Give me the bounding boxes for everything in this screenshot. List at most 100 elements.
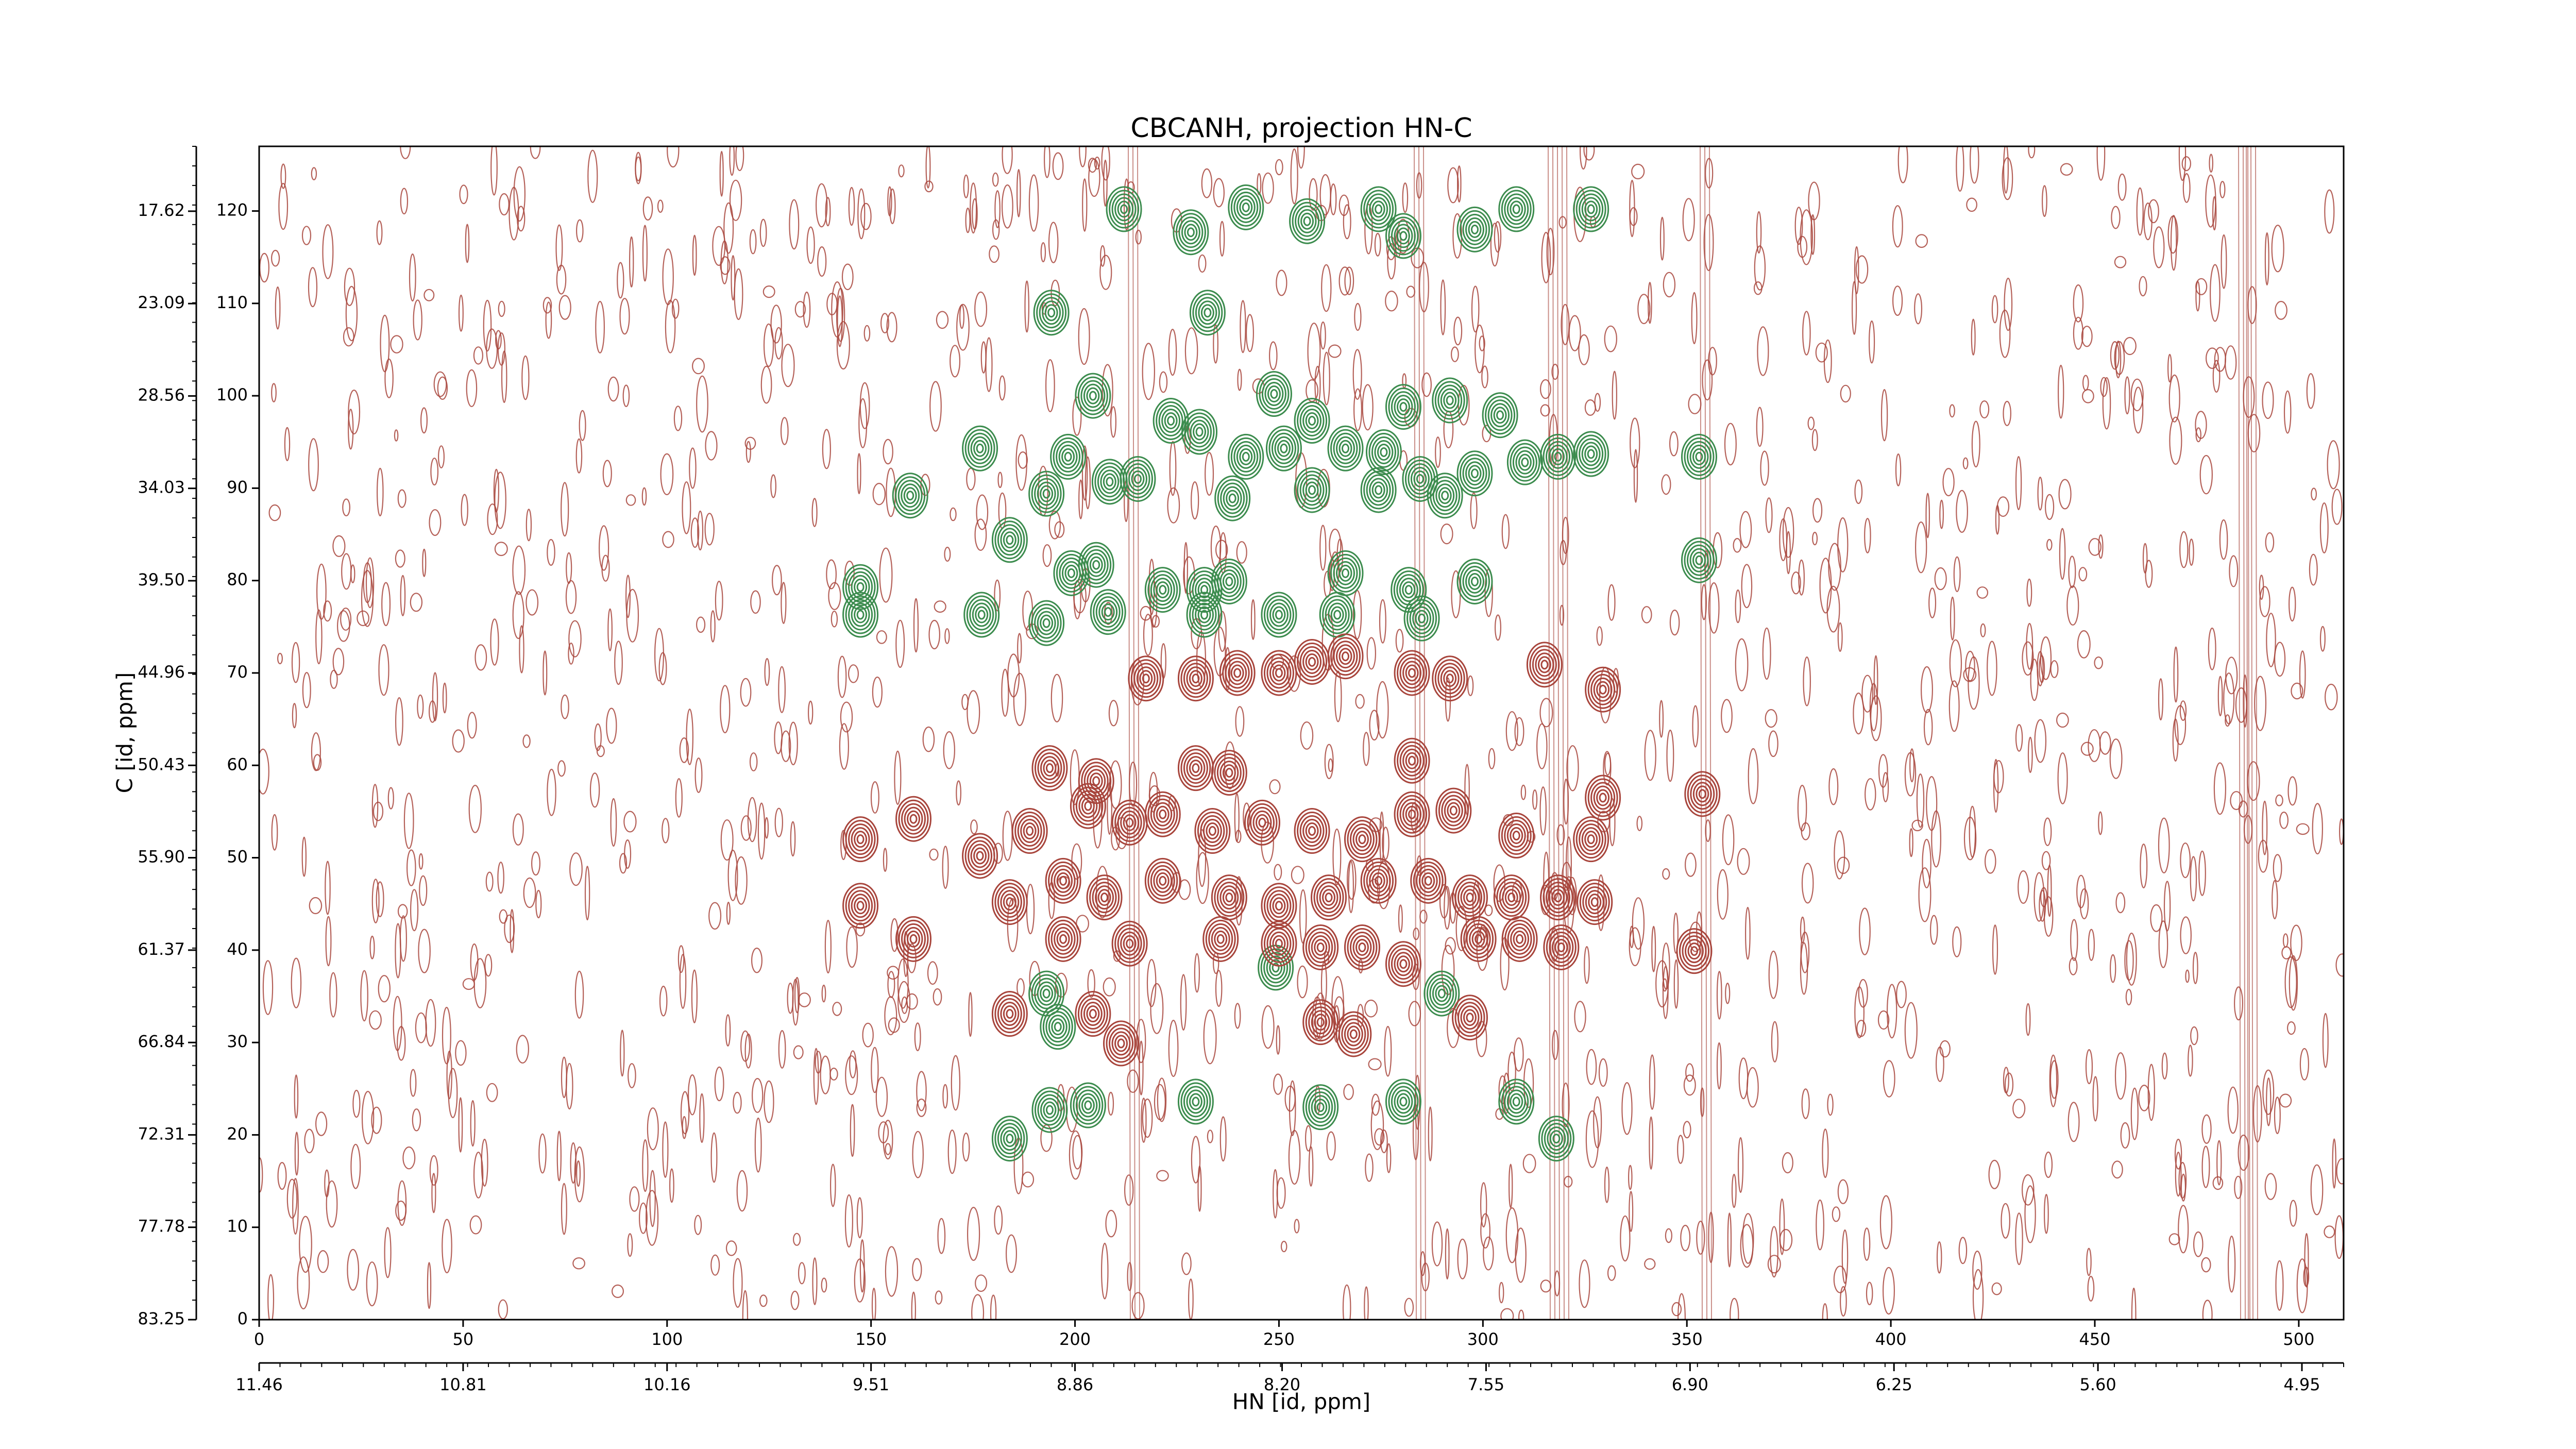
noise-contour — [1235, 876, 1243, 926]
noise-contour — [504, 914, 515, 943]
noise-contour — [1621, 1082, 1633, 1135]
peak-contour — [975, 606, 989, 624]
noise-contour — [1683, 1074, 1696, 1096]
noise-contour — [889, 188, 896, 224]
noise-contour — [2287, 1021, 2296, 1035]
peak-contour — [1153, 802, 1173, 827]
noise-contour — [390, 335, 403, 353]
noise-contour — [2335, 953, 2344, 977]
noise-contour — [2124, 376, 2130, 415]
peak-contour — [1167, 415, 1175, 426]
noise-contour — [512, 545, 526, 595]
noise-contour — [2247, 286, 2257, 324]
noise-contour — [708, 902, 722, 930]
noise-contour — [1314, 992, 1326, 1040]
peak-contour — [1344, 816, 1380, 863]
peak-contour — [1506, 197, 1526, 222]
noise-contour — [1662, 978, 1668, 992]
noise-contour — [1725, 983, 1731, 1004]
noise-contour — [1963, 816, 1977, 861]
peak-contour — [1437, 988, 1446, 999]
peak-contour — [1456, 206, 1493, 252]
peak-contour — [1584, 445, 1598, 463]
noise-contour — [1631, 163, 1645, 179]
x-tick-label: 350 — [1671, 1329, 1703, 1349]
peak-contour — [1512, 1097, 1520, 1107]
peak-contour — [1584, 831, 1598, 848]
peak-contour — [1385, 213, 1421, 259]
peak-contour — [1388, 1082, 1419, 1121]
peak-contour — [991, 879, 1028, 925]
noise-contour — [832, 1002, 842, 1016]
noise-contour — [1352, 349, 1362, 400]
noise-contour — [2219, 519, 2228, 560]
noise-contour — [2282, 933, 2289, 948]
noise-contour — [1326, 1131, 1336, 1161]
peak-contour — [1040, 485, 1054, 502]
noise-contour — [2264, 1173, 2277, 1200]
noise-contour — [1291, 866, 1304, 884]
peak-contour — [1368, 432, 1399, 471]
y2-tick-label: 55.90 — [138, 847, 185, 867]
noise-contour — [309, 897, 323, 915]
noise-contour — [1269, 341, 1278, 370]
peak-contour — [1686, 544, 1711, 576]
peak-contour — [1347, 820, 1378, 859]
noise-contour — [1566, 745, 1579, 791]
noise-contour — [1146, 958, 1157, 1007]
noise-contour — [2115, 340, 2122, 379]
noise-contour — [2033, 872, 2045, 922]
noise-contour — [1385, 291, 1398, 312]
noise-contour — [2098, 534, 2104, 559]
peak-contour — [1219, 569, 1239, 594]
peak-contour — [1266, 928, 1292, 959]
y2-tick-label: 50.43 — [138, 754, 185, 774]
noise-contour — [1290, 148, 1298, 205]
peak-contour — [1573, 431, 1609, 477]
noise-contour — [845, 1055, 858, 1096]
peak-contour — [1687, 942, 1701, 960]
noise-contour — [778, 1030, 786, 1069]
noise-contour — [1457, 165, 1462, 203]
noise-contour — [1620, 1215, 1631, 1262]
peak-contour — [1045, 1011, 1071, 1043]
peak-contour — [1418, 868, 1438, 893]
noise-contour — [304, 1128, 315, 1154]
peak-contour — [1136, 666, 1156, 691]
noise-contour — [831, 611, 838, 628]
peak-contour — [1159, 809, 1167, 819]
peak-contour — [1546, 882, 1571, 914]
noise-contour — [268, 504, 281, 521]
peak-contour — [1316, 1102, 1325, 1113]
peak-contour — [1206, 822, 1219, 840]
peak-contour — [1358, 942, 1366, 952]
peak-contour — [895, 916, 932, 962]
noise-contour — [849, 1050, 857, 1079]
noise-contour — [733, 1258, 743, 1308]
noise-contour — [2041, 185, 2047, 217]
peak-contour — [1270, 389, 1278, 399]
peak-contour — [1266, 955, 1285, 980]
peak-contour — [1454, 878, 1485, 917]
noise-contour — [1633, 449, 1638, 503]
noise-contour — [1088, 158, 1097, 173]
peak-contour — [1366, 193, 1391, 225]
noise-contour — [944, 546, 951, 562]
peak-contour — [1054, 926, 1073, 951]
peak-contour — [1475, 934, 1483, 944]
ridge — [2255, 146, 2258, 1320]
noise-contour — [2202, 1300, 2213, 1320]
x2-tick-label: 11.46 — [235, 1375, 283, 1394]
noise-contour — [839, 723, 850, 770]
noise-contour — [1641, 606, 1652, 624]
peak-contour — [1081, 762, 1112, 801]
noise-contour — [1816, 1199, 1825, 1251]
noise-contour — [2299, 650, 2306, 699]
x2-tick-label: 10.81 — [439, 1375, 487, 1394]
noise-contour — [966, 467, 976, 491]
peak-contour — [1098, 600, 1118, 625]
peak-contour — [1070, 783, 1106, 829]
x-tick-label: 50 — [453, 1329, 474, 1349]
x2-tick-label: 5.60 — [2079, 1375, 2116, 1394]
peak-contour — [897, 480, 923, 512]
